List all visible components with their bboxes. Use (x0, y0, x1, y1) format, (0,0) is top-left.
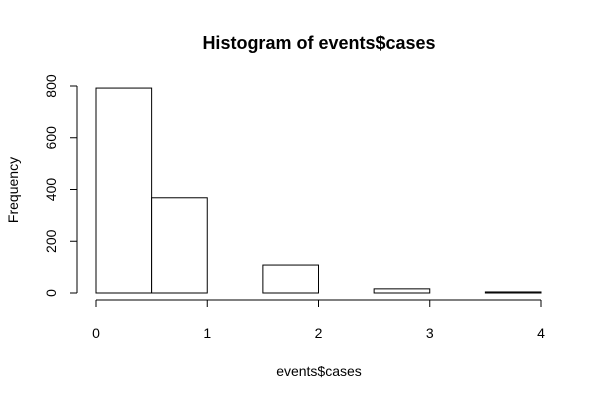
x-tick-label-1: 1 (203, 325, 211, 341)
y-tick-label-3: 600 (43, 126, 59, 150)
histogram-bar-0 (95, 87, 153, 294)
y-tick-label-1: 200 (43, 229, 59, 253)
y-axis: 0 200 400 600 800 (43, 74, 78, 297)
bars-group (95, 87, 542, 294)
x-tick-label-3: 3 (426, 325, 434, 341)
x-tick-label-2: 2 (315, 325, 323, 341)
histogram-bar-5 (373, 288, 431, 294)
y-tick-label-2: 400 (43, 178, 59, 202)
y-tick-label-4: 800 (43, 74, 59, 98)
x-axis: 0 1 2 3 4 (92, 299, 545, 341)
x-tick-label-4: 4 (537, 325, 545, 341)
y-axis-label: Frequency (5, 157, 21, 223)
histogram-bar-1 (151, 197, 208, 294)
x-axis-label: events$cases (276, 363, 362, 379)
x-tick-label-0: 0 (92, 325, 100, 341)
y-tick-label-0: 0 (43, 289, 59, 297)
histogram-bar-3 (262, 264, 319, 294)
chart-title: Histogram of events$cases (202, 33, 435, 53)
histogram-bar-7 (484, 291, 542, 294)
